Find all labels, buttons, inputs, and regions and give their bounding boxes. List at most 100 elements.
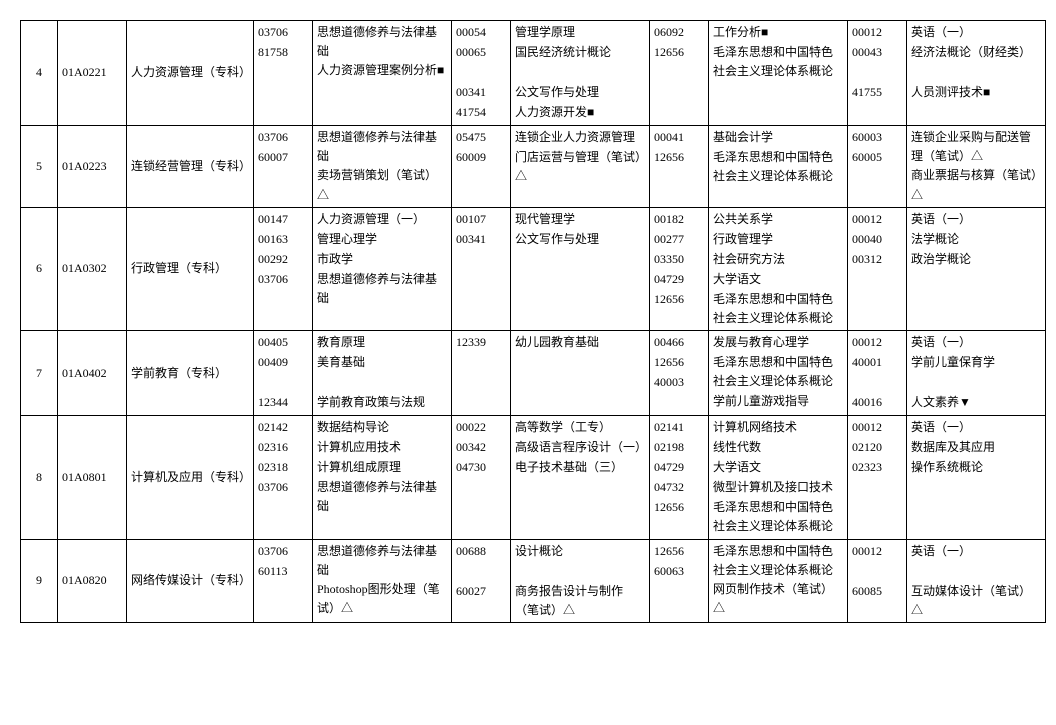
course-name: 高等数学（工专）	[515, 418, 645, 438]
course-code	[258, 83, 308, 103]
course-code	[852, 373, 902, 393]
session3-names: 发展与教育心理学毛泽东思想和中国特色社会主义理论体系概论学前儿童游戏指导	[709, 331, 848, 416]
course-code: 00341	[456, 230, 506, 250]
course-code: 60085	[852, 582, 902, 602]
course-code: 60009	[456, 148, 506, 168]
row-index: 7	[21, 331, 58, 416]
course-name: 毛泽东思想和中国特色社会主义理论体系概论	[713, 43, 843, 81]
row-index: 6	[21, 207, 58, 330]
course-code: 12656	[654, 542, 704, 562]
row-index: 4	[21, 21, 58, 126]
session3-codes: 0609212656	[650, 21, 709, 126]
course-name: 人文素养▼	[911, 393, 1041, 413]
table-row: 601A0302行政管理（专科）00147001630029203706人力资源…	[21, 207, 1046, 330]
session4-names: 英语（一）法学概论政治学概论	[907, 207, 1046, 330]
row-index: 5	[21, 126, 58, 208]
session1-names: 思想道德修养与法律基础人力资源管理案例分析■	[313, 21, 452, 126]
table-row: 401A0221人力资源管理（专科）0370681758 思想道德修养与法律基础…	[21, 21, 1046, 126]
major-name: 连锁经营管理（专科）	[127, 126, 254, 208]
course-code: 04730	[456, 458, 506, 478]
course-name: 微型计算机及接口技术	[713, 478, 843, 498]
course-code: 05475	[456, 128, 506, 148]
session1-codes: 0370681758	[254, 21, 313, 126]
course-code: 40016	[852, 393, 902, 413]
session3-names: 工作分析■毛泽东思想和中国特色社会主义理论体系概论	[709, 21, 848, 126]
course-name: 卖场营销策划（笔试）△	[317, 166, 447, 204]
course-code: 03350	[654, 250, 704, 270]
course-code: 00040	[852, 230, 902, 250]
course-code: 02323	[852, 458, 902, 478]
course-name: 学前儿童游戏指导	[713, 392, 843, 412]
course-name: 思想道德修养与法律基础	[317, 542, 447, 580]
course-code: 03706	[258, 478, 308, 498]
course-code: 02318	[258, 458, 308, 478]
session4-codes: 6000360005	[848, 126, 907, 208]
session3-codes: 0214102198047290473212656	[650, 416, 709, 539]
course-code: 02142	[258, 418, 308, 438]
course-name: 设计概论	[515, 542, 645, 562]
course-code: 60113	[258, 562, 308, 582]
course-name: 发展与教育心理学	[713, 333, 843, 353]
session4-codes: 000120004000312	[848, 207, 907, 330]
course-code: 00054	[456, 23, 506, 43]
course-code: 60063	[654, 562, 704, 582]
session1-codes: 0370660113	[254, 539, 313, 622]
course-code: 00466	[654, 333, 704, 353]
course-code: 00012	[852, 333, 902, 353]
major-code: 01A0302	[58, 207, 127, 330]
session3-codes: 0018200277033500472912656	[650, 207, 709, 330]
session2-names: 现代管理学公文写作与处理	[511, 207, 650, 330]
course-name: 计算机组成原理	[317, 458, 447, 478]
course-code: 02141	[654, 418, 704, 438]
course-code: 00688	[456, 542, 506, 562]
course-name: 公文写作与处理	[515, 83, 645, 103]
session4-names: 英语（一） 互动媒体设计（笔试）△	[907, 539, 1046, 622]
course-code: 00012	[852, 210, 902, 230]
course-name: 美育基础	[317, 353, 447, 373]
course-code: 12344	[258, 393, 308, 413]
session3-codes: 0004112656	[650, 126, 709, 208]
session1-codes: 0040500409 12344	[254, 331, 313, 416]
course-code	[456, 562, 506, 582]
course-name: 电子技术基础（三）	[515, 458, 645, 478]
course-name: 基础会计学	[713, 128, 843, 148]
course-code: 00012	[852, 418, 902, 438]
session2-codes: 000220034204730	[452, 416, 511, 539]
course-name: 思想道德修养与法律基础	[317, 128, 447, 166]
course-code: 02316	[258, 438, 308, 458]
major-name: 网络传媒设计（专科）	[127, 539, 254, 622]
row-index: 9	[21, 539, 58, 622]
table-row: 701A0402学前教育（专科）0040500409 12344教育原理美育基础…	[21, 331, 1046, 416]
course-name	[515, 63, 645, 83]
course-code: 03706	[258, 270, 308, 290]
major-name: 学前教育（专科）	[127, 331, 254, 416]
session4-names: 英语（一）数据库及其应用操作系统概论	[907, 416, 1046, 539]
course-code: 06092	[654, 23, 704, 43]
course-code: 04729	[654, 458, 704, 478]
session3-names: 基础会计学毛泽东思想和中国特色社会主义理论体系概论	[709, 126, 848, 208]
course-code: 00277	[654, 230, 704, 250]
course-name: 互动媒体设计（笔试）△	[911, 582, 1041, 620]
course-name	[911, 63, 1041, 83]
course-name: 教育原理	[317, 333, 447, 353]
course-name: 数据结构导论	[317, 418, 447, 438]
course-name: 管理心理学	[317, 230, 447, 250]
course-name: 英语（一）	[911, 333, 1041, 353]
course-code: 00182	[654, 210, 704, 230]
course-code: 04729	[654, 270, 704, 290]
course-code: 03706	[258, 128, 308, 148]
course-code: 81758	[258, 43, 308, 63]
course-code: 12656	[654, 353, 704, 373]
course-name: 幼儿园教育基础	[515, 333, 645, 353]
course-name: 社会研究方法	[713, 250, 843, 270]
session4-names: 连锁企业采购与配送管理（笔试）△商业票据与核算（笔试）△	[907, 126, 1046, 208]
session1-codes: 00147001630029203706	[254, 207, 313, 330]
course-code: 00043	[852, 43, 902, 63]
course-name: 高级语言程序设计（一）	[515, 438, 645, 458]
course-name: 法学概论	[911, 230, 1041, 250]
course-name: 大学语文	[713, 270, 843, 290]
course-code: 41755	[852, 83, 902, 103]
course-code: 00341	[456, 83, 506, 103]
course-code: 00012	[852, 542, 902, 562]
course-name: 国民经济统计概论	[515, 43, 645, 63]
